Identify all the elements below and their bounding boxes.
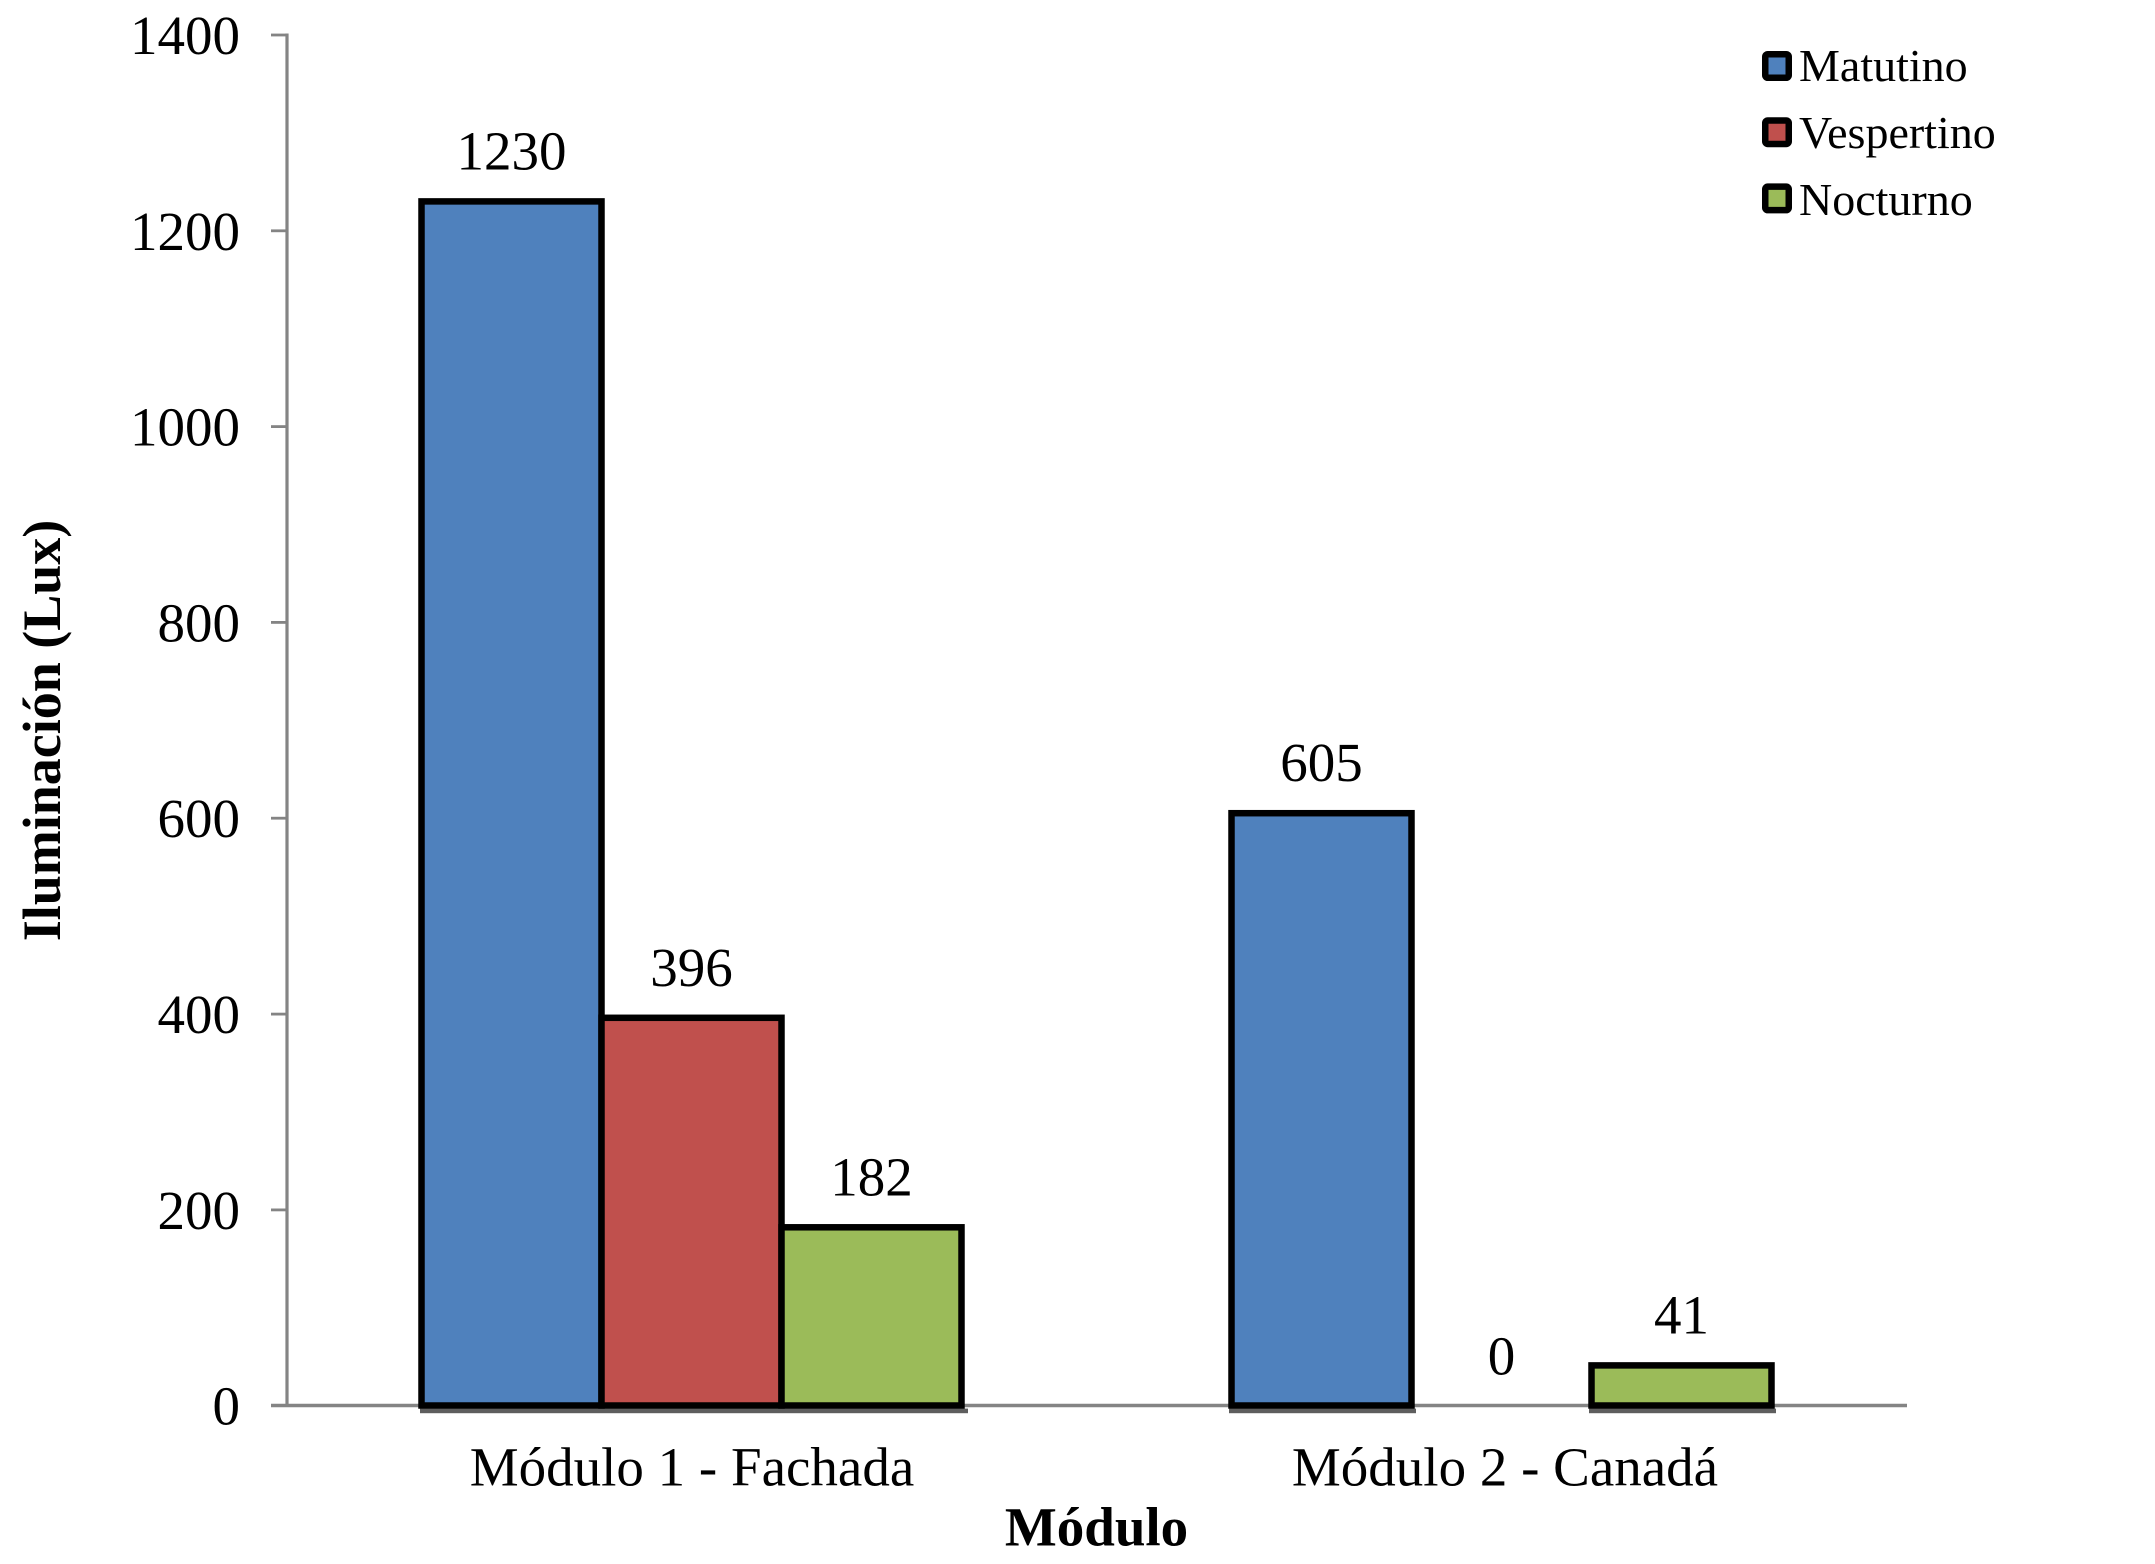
- svg-text:Módulo: Módulo: [1005, 1497, 1188, 1558]
- svg-text:Nocturno: Nocturno: [1799, 174, 1973, 225]
- svg-text:182: 182: [830, 1146, 913, 1207]
- svg-text:Matutino: Matutino: [1799, 40, 1968, 91]
- svg-text:0: 0: [1488, 1326, 1516, 1387]
- svg-text:Vespertino: Vespertino: [1799, 107, 1996, 158]
- svg-text:800: 800: [158, 592, 241, 653]
- svg-text:396: 396: [650, 937, 733, 998]
- svg-text:1400: 1400: [130, 5, 240, 66]
- svg-text:Módulo 2 - Canadá: Módulo 2 - Canadá: [1292, 1437, 1718, 1498]
- svg-text:605: 605: [1280, 732, 1363, 793]
- svg-text:Iluminación (Lux): Iluminación (Lux): [12, 520, 72, 942]
- svg-text:600: 600: [158, 788, 241, 849]
- svg-text:1230: 1230: [457, 120, 567, 181]
- svg-text:1200: 1200: [130, 201, 240, 262]
- svg-text:400: 400: [158, 984, 241, 1045]
- svg-text:1000: 1000: [130, 397, 240, 458]
- svg-text:0: 0: [213, 1376, 241, 1437]
- svg-text:200: 200: [158, 1180, 241, 1241]
- svg-text:Módulo 1 - Fachada: Módulo 1 - Fachada: [470, 1437, 915, 1498]
- svg-text:41: 41: [1654, 1284, 1709, 1345]
